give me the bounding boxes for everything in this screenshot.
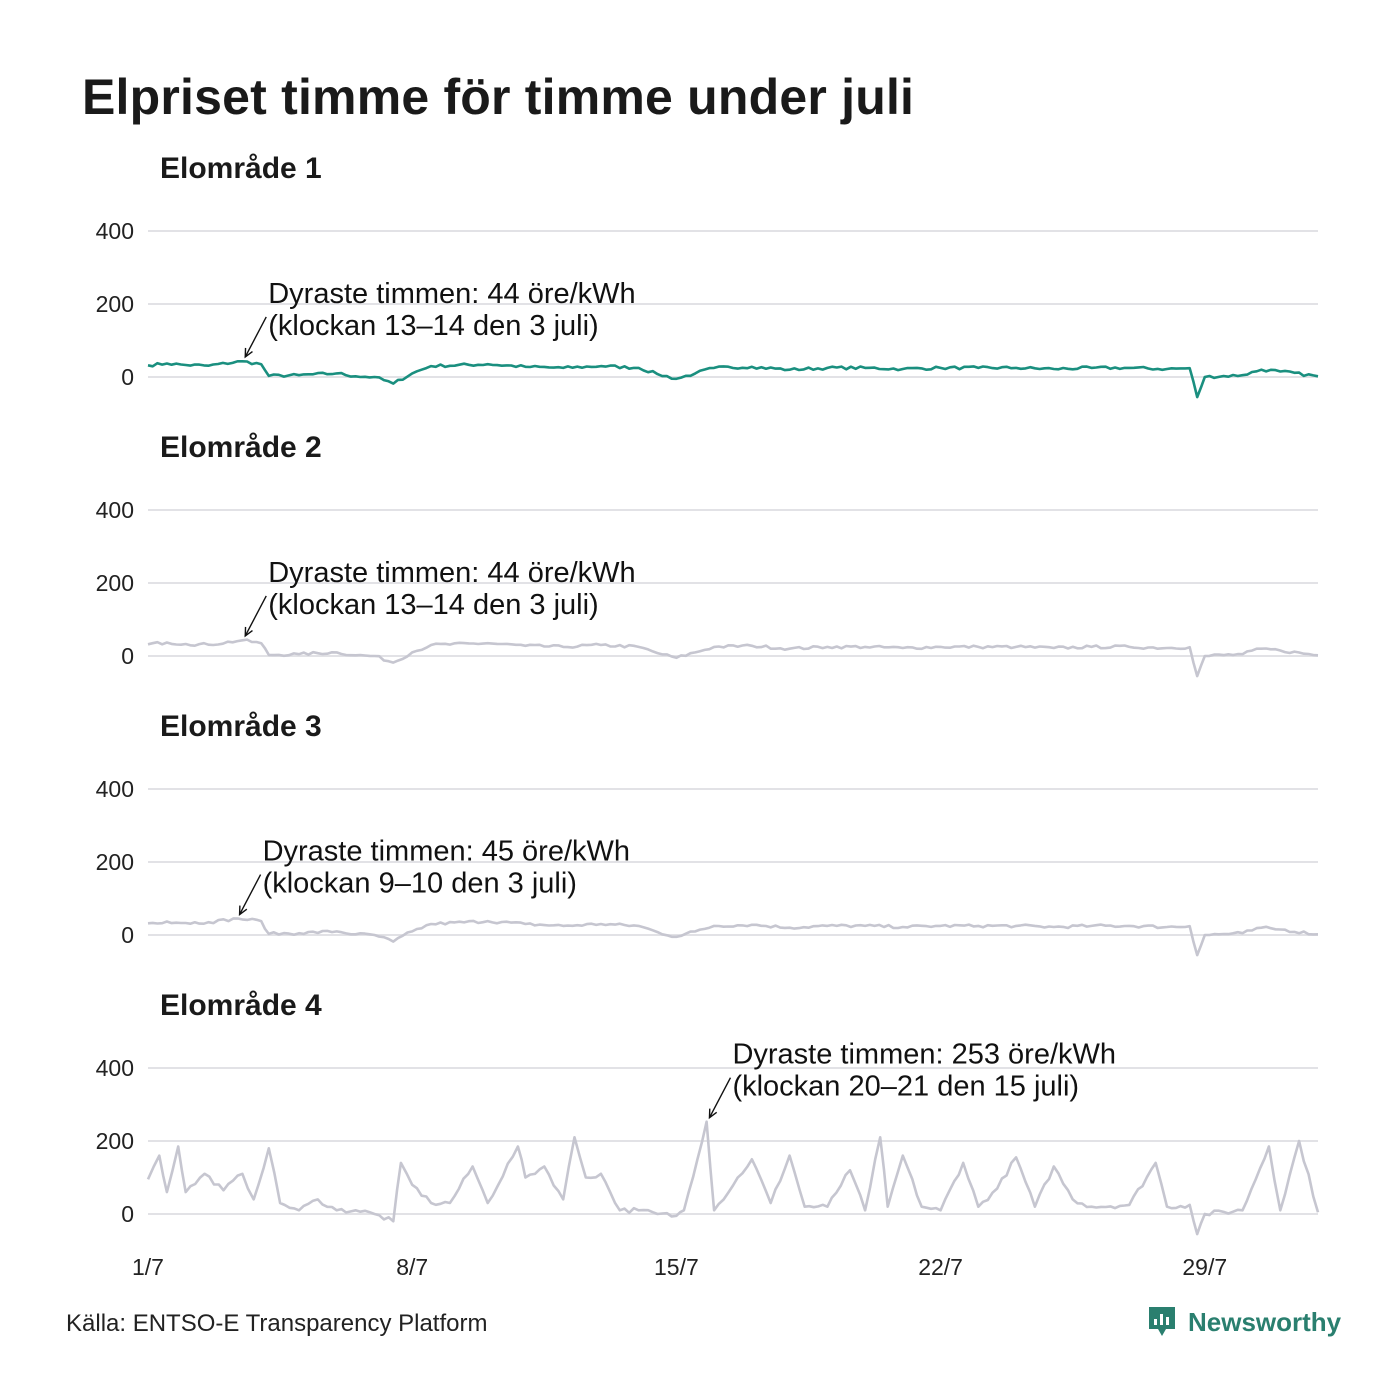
- brand-name: Newsworthy: [1188, 1306, 1342, 1337]
- panel-title-elomrade-3: Elområde 3: [160, 710, 322, 743]
- annotation-line-1: Dyraste timmen: 44 öre/kWh: [268, 278, 635, 310]
- x-tick-label: 15/7: [654, 1254, 699, 1280]
- y-tick-label: 400: [96, 497, 134, 523]
- annotation-line-2: (klockan 13–14 den 3 juli): [268, 589, 598, 621]
- annotation-arrowhead: [238, 905, 248, 916]
- panel-elomrade-3: 0 200 400 Dyraste timmen: 45 öre/kWh(klocka…: [96, 776, 1319, 957]
- y-tick-label: 0: [121, 643, 134, 669]
- annotation-line-2: (klockan 13–14 den 3 juli): [268, 310, 598, 342]
- panel-title-elomrade-2: Elområde 2: [160, 431, 322, 464]
- price-line: [147, 638, 1319, 678]
- annotation-line-1: Dyraste timmen: 253 öre/kWh: [732, 1039, 1116, 1071]
- panel-elomrade-1: 0 200 400 Dyraste timmen: 44 öre/kWh(klocka…: [96, 218, 1319, 399]
- annotation-arrow: [244, 316, 267, 358]
- y-tick-label: 0: [121, 922, 134, 948]
- y-tick-label: 400: [96, 1055, 134, 1081]
- price-line: [147, 360, 1319, 399]
- annotation-arrow: [708, 1077, 732, 1118]
- panel-title-elomrade-4: Elområde 4: [160, 989, 322, 1022]
- panel-title-elomrade-1: Elområde 1: [160, 152, 322, 185]
- y-tick-label: 0: [121, 364, 134, 390]
- annotation-arrow: [244, 595, 267, 637]
- price-line: [147, 917, 1319, 957]
- y-tick-label: 200: [96, 1128, 134, 1154]
- y-tick-label: 200: [96, 291, 134, 317]
- x-tick-label: 22/7: [918, 1254, 963, 1280]
- y-tick-label: 200: [96, 570, 134, 596]
- panel-elomrade-2: 0 200 400 Dyraste timmen: 44 öre/kWh(klocka…: [96, 497, 1319, 678]
- annotation-arrowhead: [244, 626, 253, 638]
- annotation-arrowhead: [244, 347, 253, 359]
- annotation-line-1: Dyraste timmen: 45 öre/kWh: [263, 836, 630, 868]
- annotation-arrowhead: [708, 1108, 718, 1120]
- annotation-line-2: (klockan 9–10 den 3 juli): [263, 868, 577, 900]
- chart-title: Elpriset timme för timme under juli: [82, 69, 915, 125]
- brand-logo: Newsworthy: [1146, 1304, 1341, 1340]
- x-tick-label: 1/7: [132, 1254, 164, 1280]
- x-tick-label: 8/7: [396, 1254, 428, 1280]
- y-tick-label: 200: [96, 849, 134, 875]
- annotation-arrow: [238, 874, 262, 915]
- newsworthy-logo-icon: [1149, 1307, 1175, 1336]
- price-line: [146, 1120, 1320, 1236]
- panel-elomrade-4: 0 200 400 Dyraste timmen: 253 öre/kWh(klock…: [96, 1039, 1320, 1236]
- y-tick-label: 400: [96, 218, 134, 244]
- x-tick-label: 29/7: [1182, 1254, 1227, 1280]
- annotation-line-1: Dyraste timmen: 44 öre/kWh: [268, 557, 635, 589]
- source-note: Källa: ENTSO-E Transparency Platform: [66, 1310, 488, 1337]
- y-tick-label: 400: [96, 776, 134, 802]
- y-tick-label: 0: [121, 1201, 134, 1227]
- annotation-line-2: (klockan 20–21 den 15 juli): [732, 1071, 1079, 1103]
